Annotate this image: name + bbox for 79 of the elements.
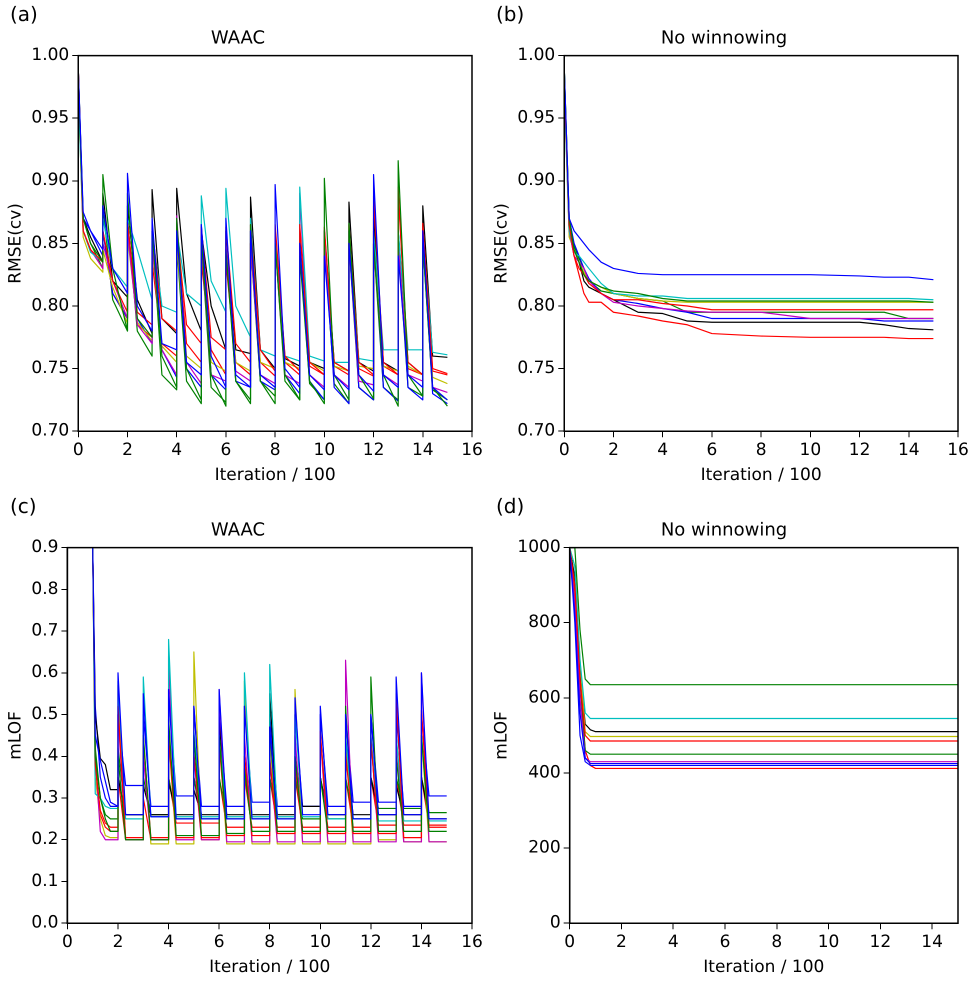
x-tick-label: 12 bbox=[362, 440, 384, 460]
y-tick-label: 0.2 bbox=[31, 829, 58, 850]
x-tick-label: 14 bbox=[410, 932, 432, 952]
x-tick-label: 14 bbox=[898, 440, 920, 460]
chart-title: No winnowing bbox=[660, 27, 788, 48]
y-tick-label: 0.70 bbox=[517, 420, 556, 441]
x-tick-label: 2 bbox=[112, 932, 124, 952]
x-tick-label: 6 bbox=[220, 440, 232, 460]
x-axis-title: Iteration / 100 bbox=[703, 957, 824, 978]
x-tick-label: 8 bbox=[771, 932, 782, 952]
y-tick-label: 600 bbox=[528, 687, 561, 708]
y-tick-label: 0.7 bbox=[31, 620, 58, 640]
x-tick-label: 4 bbox=[657, 440, 668, 460]
x-tick-label: 16 bbox=[461, 932, 483, 952]
y-tick-label: 0.85 bbox=[31, 232, 70, 253]
y-tick-label: 0.5 bbox=[31, 704, 58, 724]
x-tick-label: 2 bbox=[122, 440, 133, 460]
x-tick-label: 6 bbox=[214, 932, 225, 952]
y-tick-label: 0.9 bbox=[31, 537, 58, 558]
x-axis-title: Iteration / 100 bbox=[214, 465, 336, 486]
x-axis-title: Iteration / 100 bbox=[700, 465, 822, 486]
y-tick-label: 0 bbox=[550, 912, 561, 933]
x-tick-label: 10 bbox=[314, 440, 336, 460]
y-axis-title: mLOF bbox=[6, 711, 26, 760]
y-tick-label: 0.3 bbox=[31, 787, 58, 808]
y-axis-title: RMSE(cv) bbox=[492, 203, 512, 284]
x-tick-label: 10 bbox=[309, 932, 332, 952]
y-tick-label: 0.6 bbox=[31, 662, 58, 682]
y-tick-label: 1.00 bbox=[31, 45, 70, 66]
text: (a) bbox=[10, 2, 38, 26]
x-tick-label: 16 bbox=[461, 440, 483, 460]
y-tick-label: 0.0 bbox=[31, 912, 58, 933]
y-tick-label: 0.90 bbox=[31, 170, 70, 190]
text: (d) bbox=[496, 494, 524, 518]
x-tick-label: 4 bbox=[668, 932, 679, 952]
y-tick-label: 1.00 bbox=[517, 45, 556, 66]
y-tick-label: 0.70 bbox=[31, 420, 70, 441]
x-axis-title: Iteration / 100 bbox=[209, 957, 330, 978]
x-tick-label: 10 bbox=[800, 440, 822, 460]
x-tick-label: 2 bbox=[608, 440, 619, 460]
y-tick-label: 0.95 bbox=[517, 108, 556, 128]
x-tick-label: 14 bbox=[412, 440, 434, 460]
x-tick-label: 16 bbox=[947, 440, 969, 460]
y-tick-label: 0.85 bbox=[517, 232, 556, 253]
y-tick-label: 0.4 bbox=[31, 746, 58, 766]
text: (b) bbox=[496, 2, 524, 26]
chart-title: WAAC bbox=[210, 27, 266, 48]
x-tick-label: 14 bbox=[921, 932, 943, 952]
x-tick-label: 8 bbox=[270, 440, 281, 460]
y-tick-label: 0.90 bbox=[517, 170, 556, 190]
x-tick-label: 12 bbox=[360, 932, 382, 952]
y-tick-label: 1000 bbox=[517, 537, 561, 558]
y-axis-title: mLOF bbox=[492, 711, 512, 760]
x-tick-label: 6 bbox=[706, 440, 718, 460]
y-tick-label: 200 bbox=[528, 838, 561, 858]
x-tick-label: 8 bbox=[264, 932, 276, 952]
y-tick-label: 0.75 bbox=[517, 358, 556, 378]
x-tick-label: 2 bbox=[616, 932, 627, 952]
x-tick-label: 12 bbox=[870, 932, 892, 952]
chart-title: No winnowing bbox=[660, 519, 788, 540]
y-tick-label: 0.95 bbox=[31, 108, 70, 128]
y-axis-title: RMSE(cv) bbox=[6, 203, 26, 284]
x-tick-label: 8 bbox=[756, 440, 767, 460]
y-tick-label: 800 bbox=[528, 612, 561, 632]
x-tick-label: 6 bbox=[720, 932, 730, 952]
y-tick-label: 0.80 bbox=[31, 295, 70, 316]
x-tick-label: 10 bbox=[818, 932, 840, 952]
y-tick-label: 0.1 bbox=[31, 870, 58, 891]
y-tick-label: 0.80 bbox=[517, 295, 556, 316]
chart-title: WAAC bbox=[210, 519, 266, 540]
x-tick-label: 4 bbox=[163, 932, 174, 952]
y-tick-label: 0.8 bbox=[31, 578, 58, 599]
x-tick-label: 0 bbox=[72, 440, 84, 460]
y-tick-label: 400 bbox=[528, 762, 561, 782]
x-tick-label: 4 bbox=[171, 440, 182, 460]
y-tick-label: 0.75 bbox=[31, 358, 70, 378]
x-tick-label: 0 bbox=[564, 932, 576, 952]
text: (c) bbox=[10, 494, 37, 518]
x-tick-label: 12 bbox=[848, 440, 870, 460]
